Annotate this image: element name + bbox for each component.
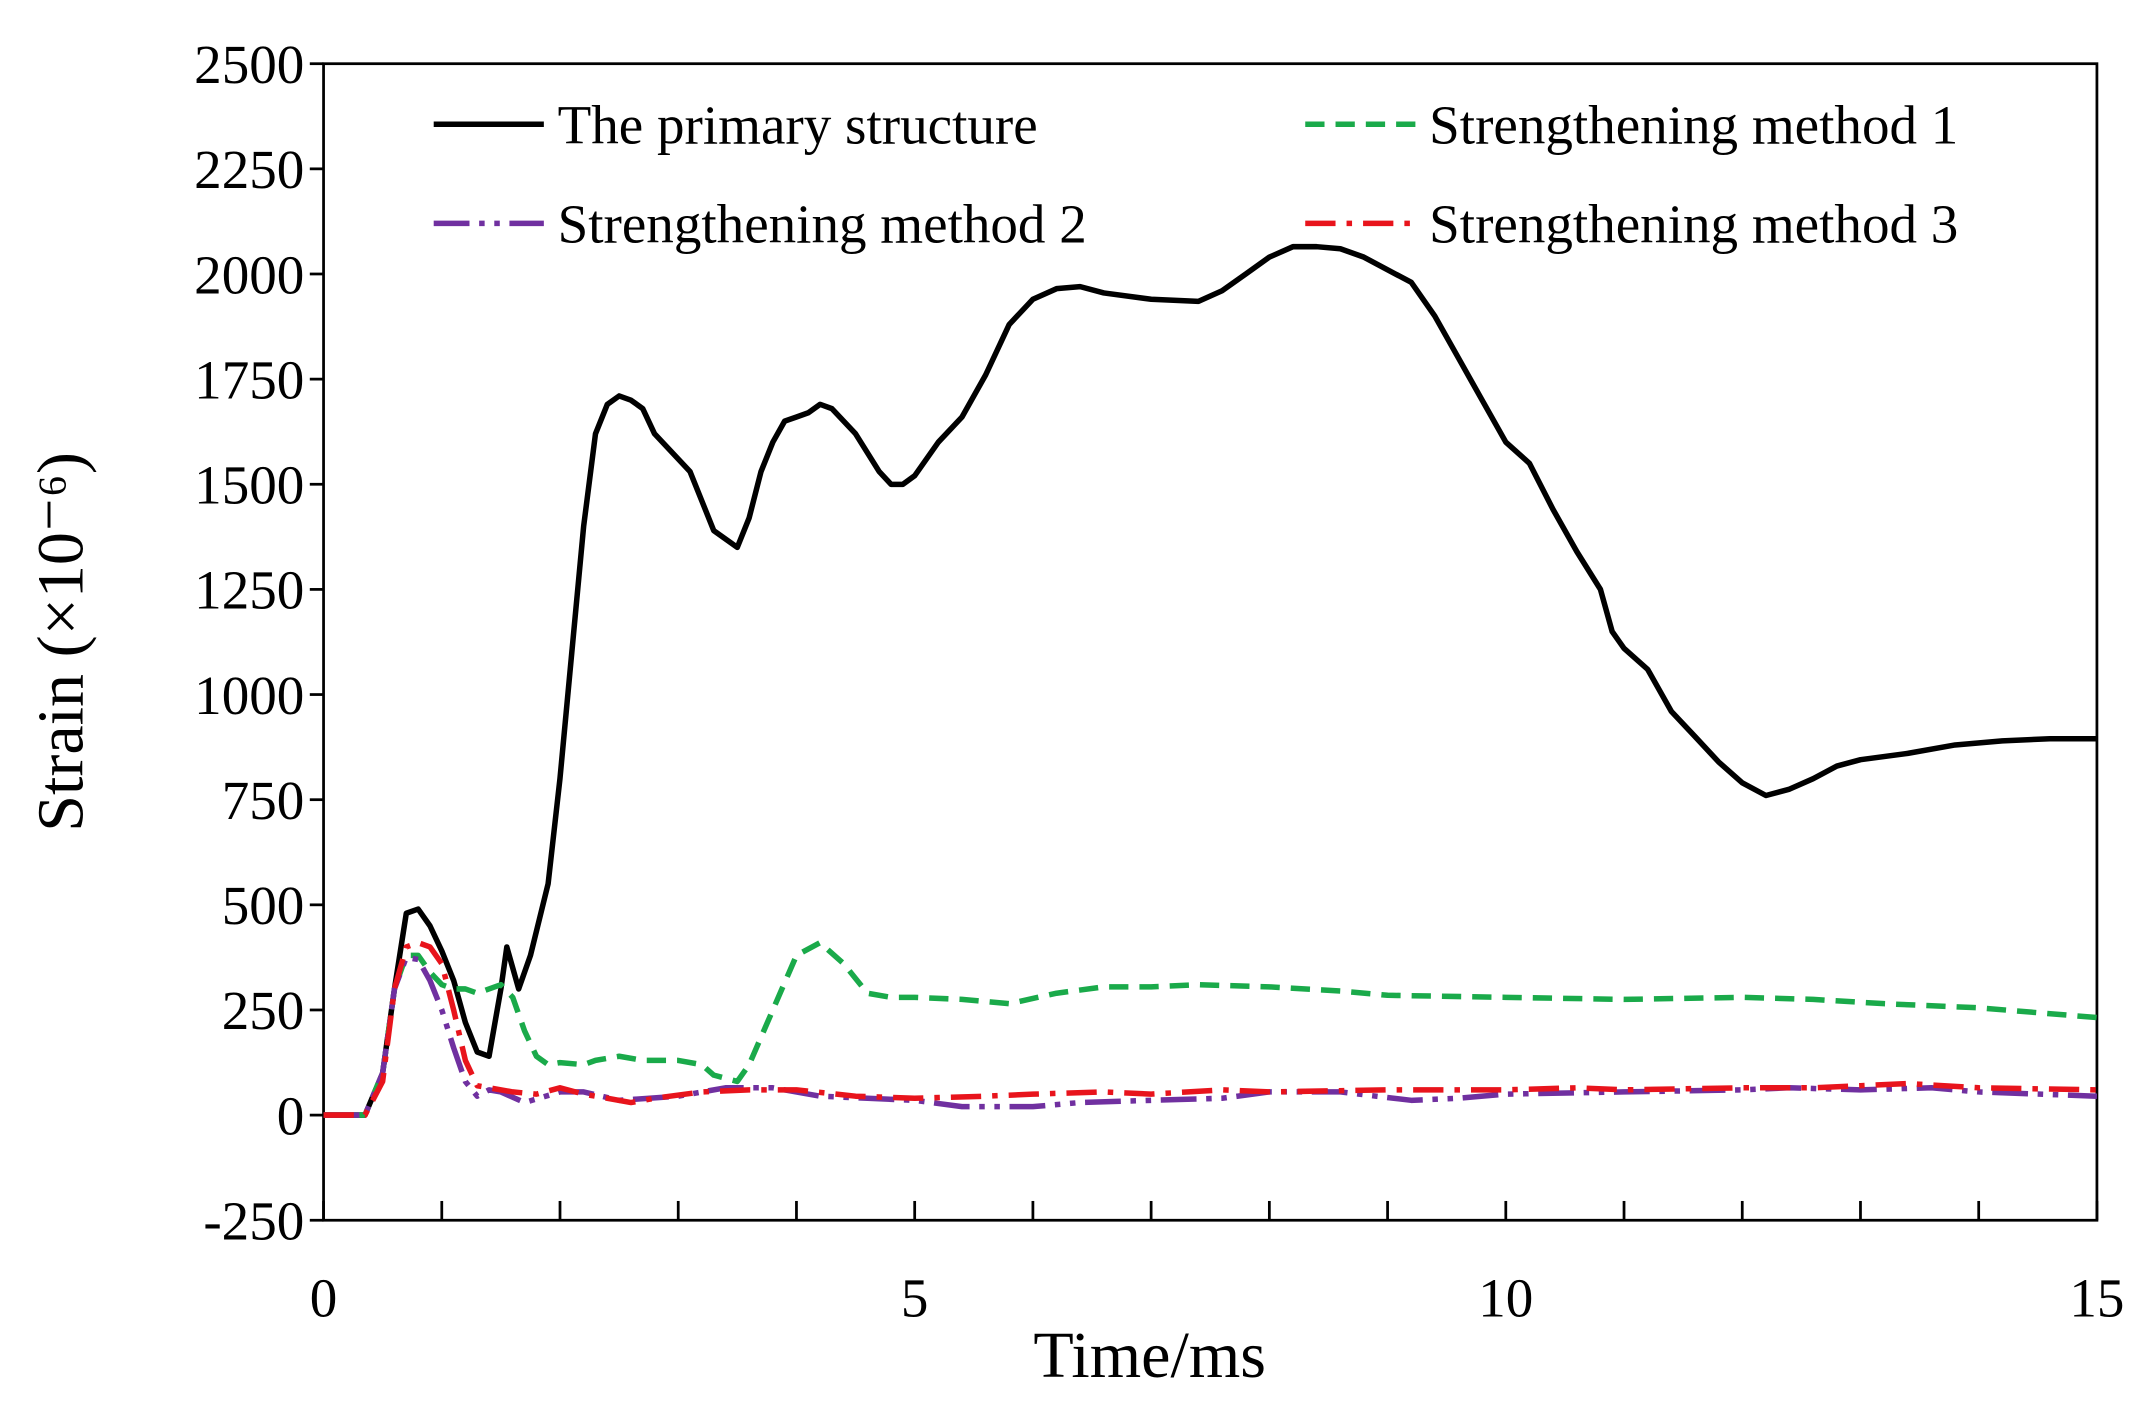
legend-label: The primary structure	[558, 95, 1038, 156]
x-axis-title: Time/ms	[1033, 1319, 1266, 1392]
y-tick-label: 1250	[194, 560, 304, 621]
series-line	[323, 939, 2098, 1118]
legend-label: Strengthening method 3	[1429, 194, 1958, 255]
legend-label: Strengthening method 1	[1429, 95, 1958, 156]
legend-label: Strengthening method 2	[558, 194, 1087, 255]
plot-frame	[322, 62, 2099, 1222]
x-tick-label: 5	[901, 1268, 929, 1329]
series-line	[323, 939, 2097, 1118]
y-tick-label: 2500	[194, 34, 304, 95]
y-tick-label: 0	[277, 1085, 305, 1146]
y-tick-label: 2000	[194, 244, 304, 305]
y-tick-label: 750	[222, 770, 305, 831]
y-tick-label: 1500	[194, 455, 304, 516]
y-tick-label: -250	[203, 1191, 304, 1252]
y-axis-title: Strain (×10⁻⁶)	[25, 452, 98, 832]
y-tick-label: 1000	[194, 665, 304, 726]
y-tick-label: 250	[222, 980, 305, 1041]
y-tick-label: 500	[222, 875, 305, 936]
y-tick-label: 1750	[194, 349, 304, 410]
x-tick-label: 10	[1478, 1268, 1533, 1329]
x-tick-label: 15	[2069, 1268, 2124, 1329]
series-line	[323, 243, 2097, 1118]
y-tick-label: 2250	[194, 139, 304, 200]
x-tick-label: 0	[310, 1268, 338, 1329]
